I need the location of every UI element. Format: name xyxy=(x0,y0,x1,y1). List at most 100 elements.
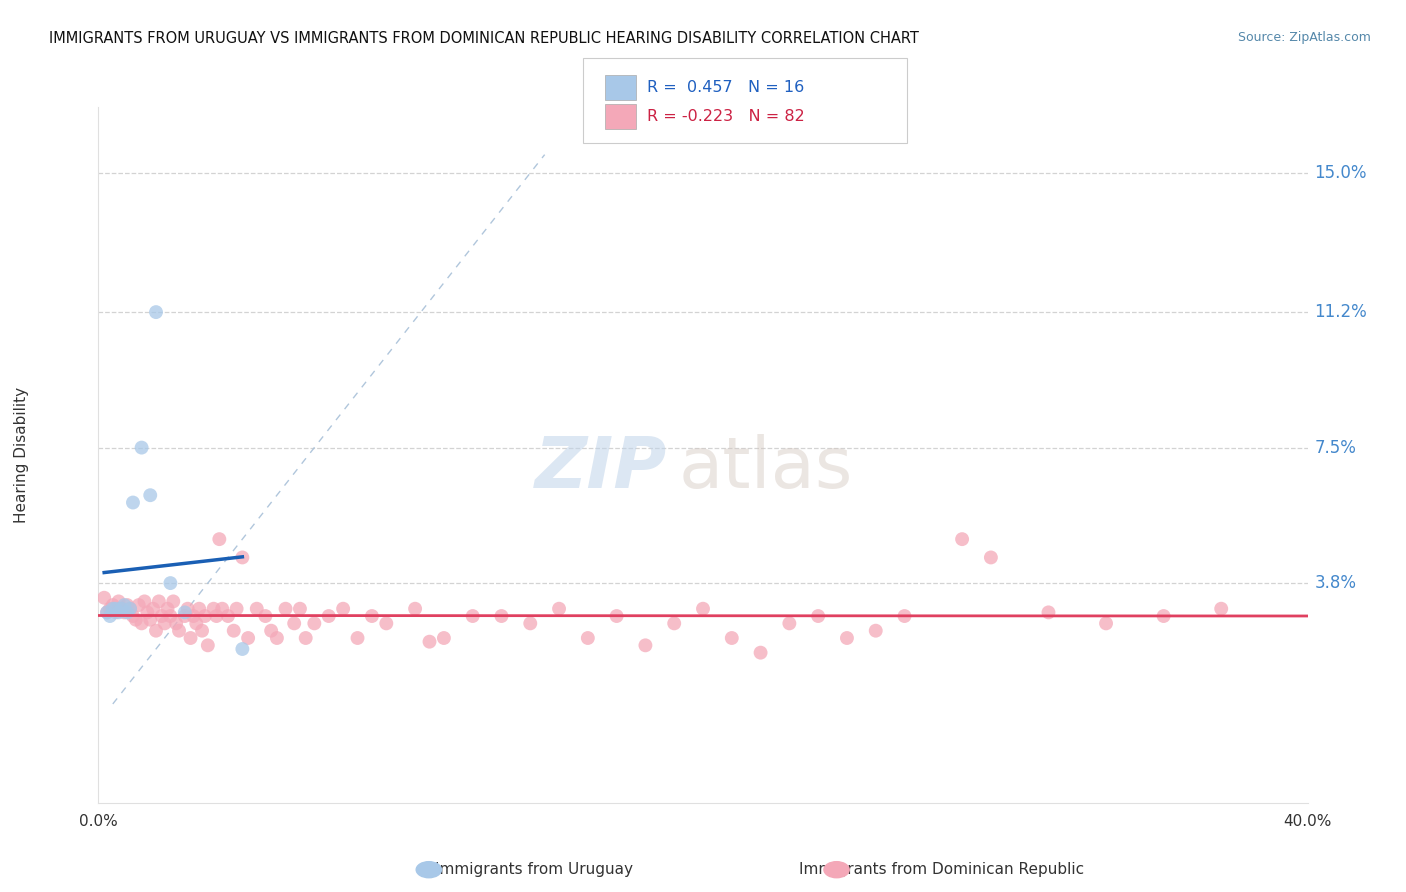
Point xyxy=(433,631,456,645)
Point xyxy=(404,601,426,615)
Point xyxy=(96,606,118,620)
Point xyxy=(807,609,830,624)
Point xyxy=(217,609,239,624)
Point xyxy=(173,609,195,624)
Point xyxy=(283,616,305,631)
Point xyxy=(332,601,354,615)
Point xyxy=(93,591,115,605)
Point xyxy=(865,624,887,638)
Point xyxy=(139,488,162,502)
Point xyxy=(112,598,135,612)
Point xyxy=(418,634,440,648)
Point xyxy=(120,601,142,615)
Point xyxy=(236,631,259,645)
Point xyxy=(548,601,571,615)
Text: Source: ZipAtlas.com: Source: ZipAtlas.com xyxy=(1237,31,1371,45)
Point xyxy=(107,606,129,620)
Point xyxy=(222,624,245,638)
Text: atlas: atlas xyxy=(679,434,853,503)
Point xyxy=(205,609,228,624)
Point xyxy=(231,550,253,565)
Point xyxy=(950,532,973,546)
Point xyxy=(246,601,269,615)
Point xyxy=(136,606,159,620)
Point xyxy=(202,601,225,615)
Point xyxy=(1095,616,1118,631)
Point xyxy=(231,642,253,657)
Point xyxy=(107,594,129,608)
Point xyxy=(110,601,132,615)
Point xyxy=(159,609,181,624)
Point xyxy=(606,609,628,624)
Point xyxy=(211,601,233,615)
Point xyxy=(1211,601,1233,615)
Point xyxy=(692,601,714,615)
Point xyxy=(150,609,173,624)
Point xyxy=(519,616,541,631)
Point xyxy=(361,609,384,624)
Text: R =  0.457   N = 16: R = 0.457 N = 16 xyxy=(647,80,804,95)
Point xyxy=(294,631,316,645)
Text: 15.0%: 15.0% xyxy=(1315,164,1367,182)
Text: IMMIGRANTS FROM URUGUAY VS IMMIGRANTS FROM DOMINICAN REPUBLIC HEARING DISABILITY: IMMIGRANTS FROM URUGUAY VS IMMIGRANTS FR… xyxy=(49,31,920,46)
Point xyxy=(980,550,1002,565)
Point xyxy=(664,616,686,631)
Point xyxy=(112,606,135,620)
Point xyxy=(260,624,283,638)
Point xyxy=(180,631,202,645)
Point xyxy=(720,631,742,645)
Point xyxy=(101,601,124,615)
Point xyxy=(120,601,142,615)
Point xyxy=(461,609,484,624)
Text: 40.0%: 40.0% xyxy=(1284,814,1331,830)
Point xyxy=(375,616,398,631)
Point xyxy=(254,609,277,624)
Point xyxy=(893,609,915,624)
Text: 7.5%: 7.5% xyxy=(1315,439,1357,457)
Text: 3.8%: 3.8% xyxy=(1315,574,1357,592)
Point xyxy=(145,624,167,638)
Point xyxy=(266,631,288,645)
Point xyxy=(165,616,187,631)
Point xyxy=(835,631,858,645)
Point xyxy=(491,609,513,624)
Text: Hearing Disability: Hearing Disability xyxy=(14,387,28,523)
Point xyxy=(101,598,124,612)
Point xyxy=(346,631,368,645)
Point xyxy=(134,594,156,608)
Point xyxy=(131,616,153,631)
Point xyxy=(176,601,198,615)
Point xyxy=(115,598,138,612)
Point xyxy=(191,624,214,638)
Point xyxy=(131,441,153,455)
Point xyxy=(194,609,217,624)
Text: ZIP: ZIP xyxy=(534,434,666,503)
Point xyxy=(167,624,190,638)
Point xyxy=(274,601,297,615)
Point xyxy=(186,616,208,631)
Point xyxy=(576,631,599,645)
Point xyxy=(183,609,205,624)
Point xyxy=(156,601,179,615)
Point xyxy=(225,601,247,615)
Point xyxy=(98,609,121,624)
Point xyxy=(1153,609,1175,624)
Text: Immigrants from Uruguay: Immigrants from Uruguay xyxy=(436,863,633,877)
Point xyxy=(104,606,127,620)
Point xyxy=(122,609,145,624)
Text: R = -0.223   N = 82: R = -0.223 N = 82 xyxy=(647,110,804,124)
Point xyxy=(110,601,132,615)
Point xyxy=(162,594,184,608)
Point xyxy=(104,601,127,615)
Point xyxy=(208,532,231,546)
Point xyxy=(139,613,162,627)
Point xyxy=(188,601,211,615)
Point xyxy=(142,601,165,615)
Point xyxy=(98,601,121,615)
Point xyxy=(304,616,326,631)
Point xyxy=(749,646,772,660)
Point xyxy=(128,598,150,612)
Point xyxy=(115,606,138,620)
Point xyxy=(197,638,219,652)
Point xyxy=(288,601,311,615)
